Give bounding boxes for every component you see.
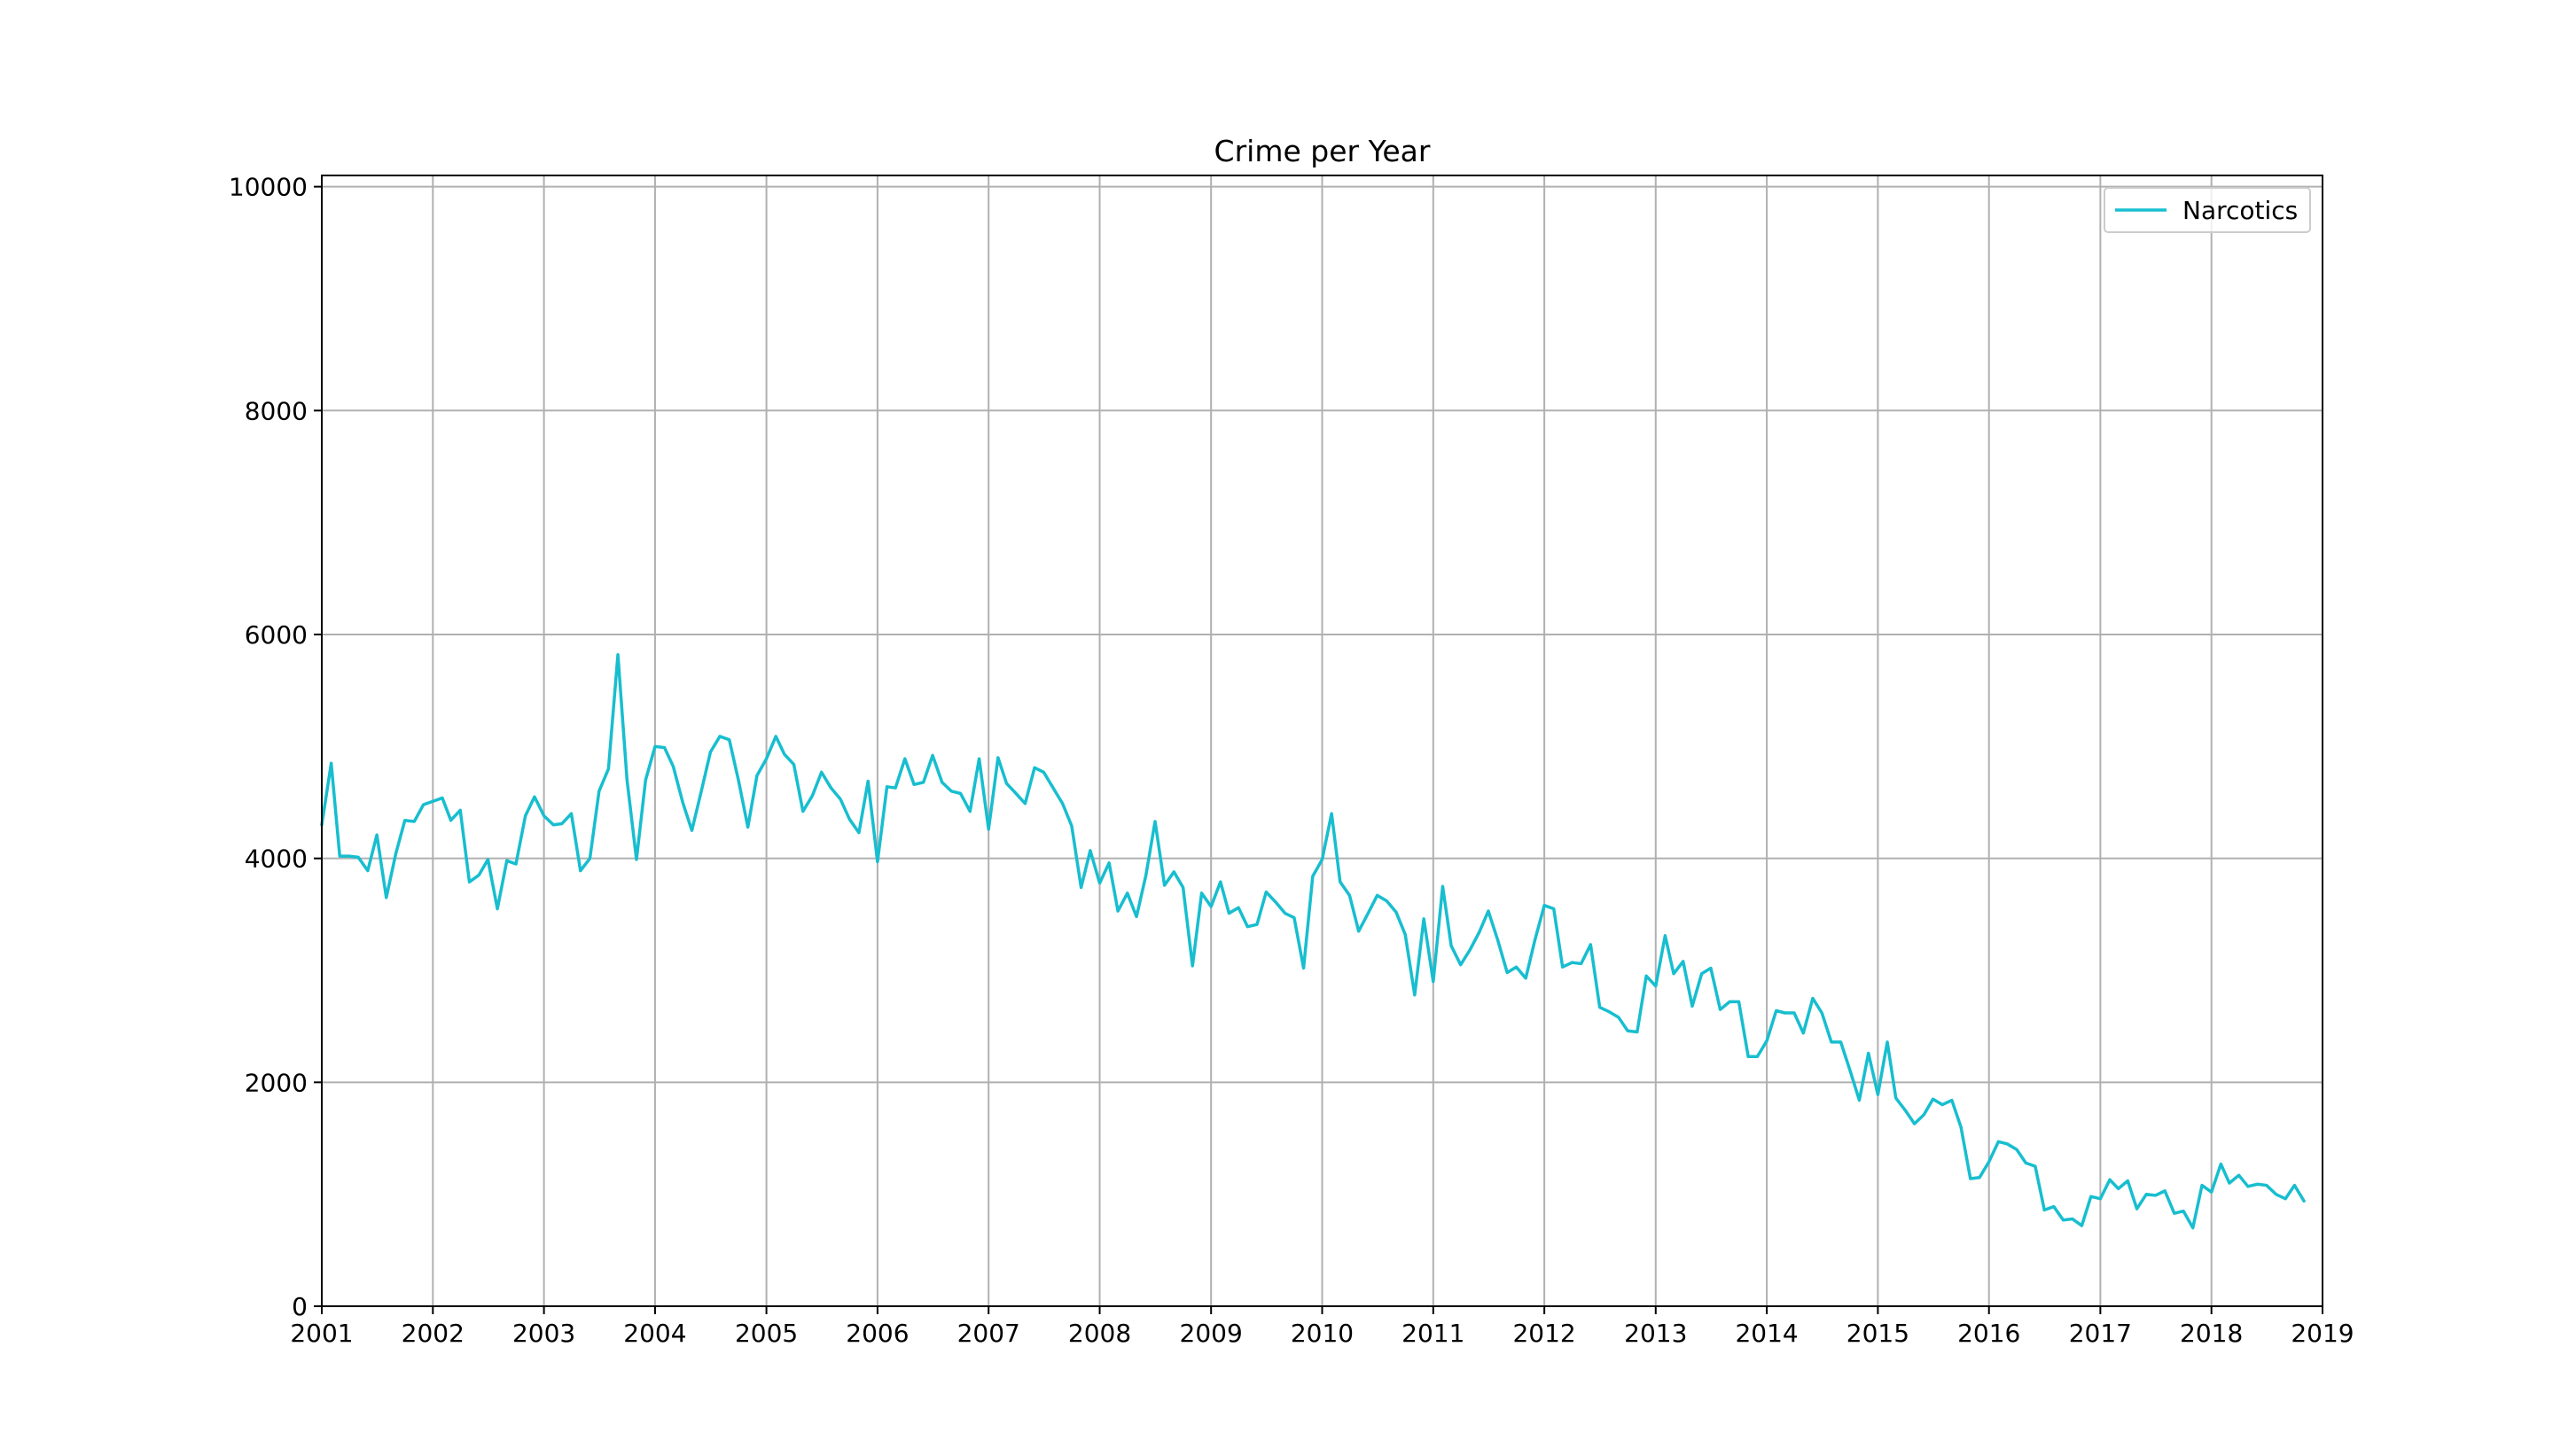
x-tick-label: 2018: [2180, 1319, 2243, 1348]
legend: Narcotics: [2104, 187, 2311, 233]
x-tick-label: 2016: [1957, 1319, 2020, 1348]
y-tick-label: 6000: [245, 620, 308, 650]
x-tick-label: 2003: [512, 1319, 575, 1348]
y-tick-label: 2000: [245, 1068, 308, 1097]
x-tick-label: 2011: [1401, 1319, 1464, 1348]
legend-label-narcotics: Narcotics: [2182, 196, 2298, 225]
x-tick-label: 2004: [623, 1319, 686, 1348]
legend-box: [2104, 187, 2311, 233]
x-tick-label: 2012: [1512, 1319, 1575, 1348]
x-tick-label: 2009: [1180, 1319, 1243, 1348]
x-tick-label: 2001: [290, 1319, 353, 1348]
ticks: 2001 2002 2003 2004 2005 2006 2007 2008 2009 2010…: [229, 173, 2354, 1348]
x-tick-label: 2019: [2291, 1319, 2354, 1348]
x-tick-label: 2006: [846, 1319, 909, 1348]
x-tick-label: 2008: [1068, 1319, 1131, 1348]
y-tick-label: 0: [292, 1292, 308, 1321]
x-tick-label: 2005: [735, 1319, 798, 1348]
x-tick-label: 2007: [957, 1319, 1020, 1348]
y-tick-label: 10000: [229, 173, 308, 202]
x-tick-label: 2015: [1846, 1319, 1909, 1348]
x-tick-label: 2013: [1624, 1319, 1687, 1348]
chart-title: Crime per Year: [1214, 134, 1431, 168]
y-tick-label: 4000: [245, 845, 308, 874]
x-tick-label: 2010: [1291, 1319, 1354, 1348]
y-tick-label: 8000: [245, 396, 308, 425]
x-tick-label: 2014: [1735, 1319, 1798, 1348]
x-tick-label: 2017: [2069, 1319, 2132, 1348]
x-tick-label: 2002: [402, 1319, 465, 1348]
series-line-narcotics: [320, 652, 2306, 1230]
series-layer: [320, 652, 2306, 1230]
